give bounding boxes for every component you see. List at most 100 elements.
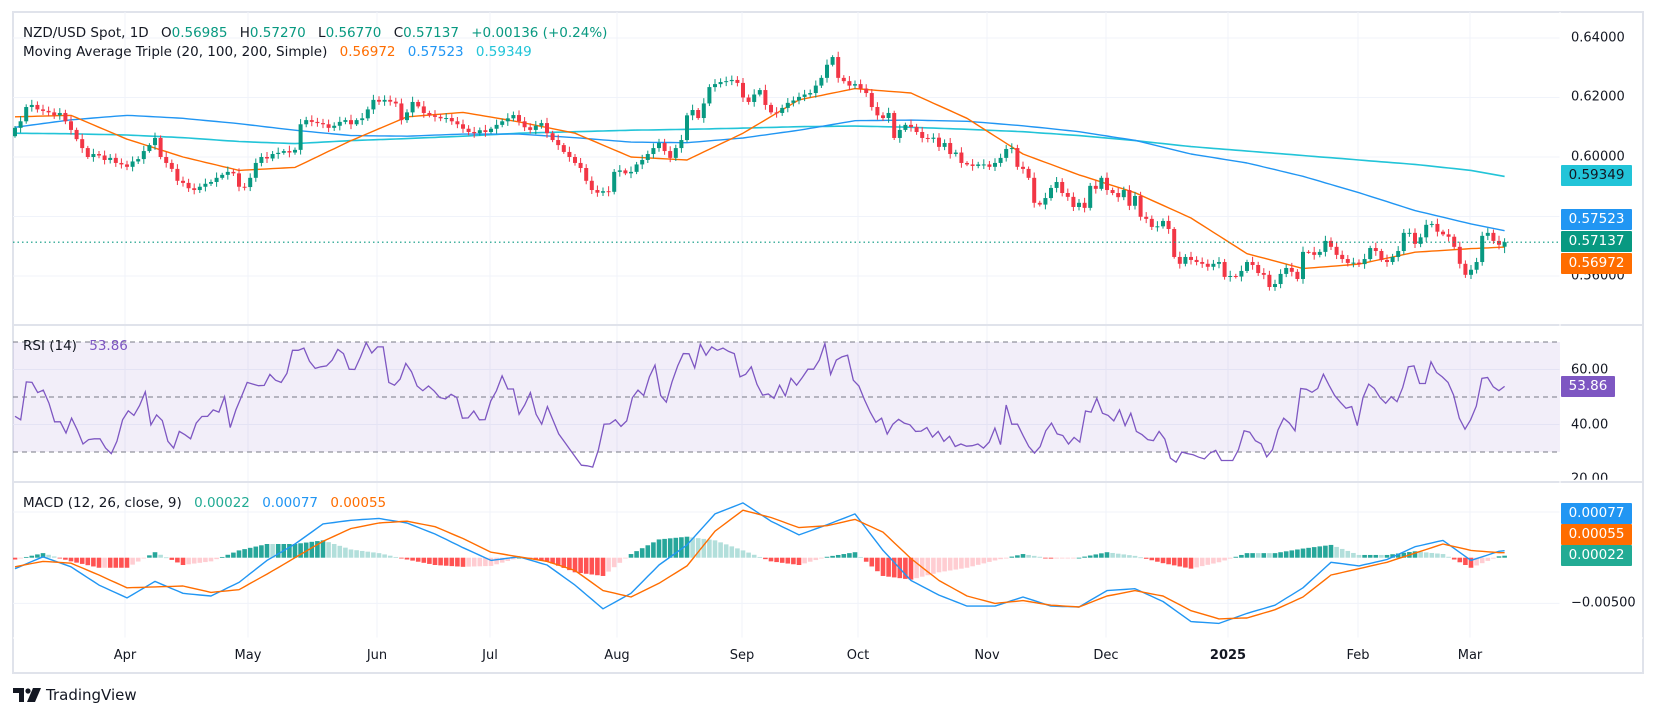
- macd-histogram-bar: [147, 555, 152, 558]
- ma200-price-tag: 0.59349: [1561, 165, 1632, 186]
- macd-histogram-bar: [1440, 554, 1446, 558]
- macd-histogram-bar: [1351, 552, 1356, 558]
- candle-body: [136, 159, 141, 162]
- macd-histogram-bar: [1362, 554, 1367, 558]
- candle-body: [1273, 284, 1277, 288]
- macd-histogram-bar: [1328, 544, 1334, 558]
- macd-histogram-bar: [947, 557, 953, 571]
- candle-body: [589, 180, 594, 191]
- candle-body: [1021, 166, 1025, 169]
- change-value: +0.00136 (+0.24%): [471, 25, 608, 41]
- macd-legend[interactable]: MACD (12, 26, close, 9) 0.00022 0.00077 …: [23, 494, 386, 512]
- rsi-legend[interactable]: RSI (14) 53.86: [23, 337, 128, 355]
- macd-histogram-bar: [757, 556, 763, 558]
- macd-histogram-bar: [1099, 553, 1104, 558]
- candle-body: [1429, 223, 1434, 225]
- macd-histogram-bar: [673, 537, 679, 558]
- macd-histogram-bar: [438, 557, 443, 566]
- candle-body: [1189, 256, 1193, 260]
- candle-body: [612, 171, 617, 192]
- candle-body: [1323, 240, 1328, 252]
- ma20-line: [14, 87, 1505, 270]
- macd-histogram-bar: [287, 544, 292, 558]
- macd-histogram-bar: [113, 557, 119, 568]
- macd-histogram-bar: [231, 552, 236, 558]
- candle-body: [214, 177, 219, 182]
- macd-histogram-bar: [1065, 557, 1071, 559]
- candle-body: [819, 77, 824, 86]
- candle-body: [763, 90, 768, 105]
- macd-histogram-bar: [903, 557, 908, 579]
- macd-histogram-bar: [1491, 557, 1496, 559]
- candle-body: [1368, 248, 1373, 260]
- macd-histogram-bar: [1244, 553, 1250, 558]
- macd-histogram-bar: [1211, 557, 1216, 564]
- candle-body: [1491, 232, 1496, 241]
- tradingview-logo-icon: [13, 688, 41, 702]
- candle-body: [1317, 251, 1322, 255]
- macd-histogram-bar: [1435, 553, 1440, 558]
- candle-body: [567, 151, 572, 157]
- macd-histogram-bar: [1283, 551, 1289, 558]
- macd-histogram-bar: [13, 557, 18, 560]
- macd-histogram-bar: [1194, 557, 1199, 568]
- candle-body: [276, 152, 281, 155]
- candle-body: [1172, 228, 1177, 257]
- candle-body: [382, 99, 387, 102]
- macd-histogram-bar: [1323, 545, 1328, 558]
- candle-body: [192, 188, 197, 191]
- macd-histogram-bar: [600, 557, 606, 576]
- ma-legend[interactable]: Moving Average Triple (20, 100, 200, Sim…: [23, 43, 532, 61]
- macd-histogram-bar: [1300, 548, 1306, 558]
- macd-histogram-bar: [410, 557, 415, 561]
- macd-histogram-bar: [337, 545, 343, 558]
- tradingview-logo[interactable]: TradingView: [13, 686, 137, 704]
- macd-histogram-bar: [1132, 555, 1138, 558]
- ma200-value: 0.59349: [475, 44, 532, 60]
- candle-body: [158, 137, 163, 157]
- candle-body: [825, 64, 829, 78]
- macd-histogram-bar: [466, 557, 471, 567]
- candle-body: [209, 181, 213, 184]
- macd-histogram-bar: [908, 557, 914, 580]
- signal-value-tag: 0.00055: [1561, 524, 1632, 545]
- candle-body: [864, 88, 869, 94]
- candle-body: [892, 112, 897, 138]
- macd-histogram-bar: [427, 557, 432, 564]
- macd-histogram-bar: [180, 557, 186, 566]
- macd-histogram-bar: [1037, 556, 1043, 558]
- macd-histogram-bar: [494, 557, 499, 565]
- macd-histogram-bar: [1048, 557, 1054, 559]
- candle-body: [556, 140, 561, 146]
- candle-body: [1138, 195, 1143, 217]
- candle-body: [1233, 276, 1238, 277]
- candle-body: [444, 118, 449, 120]
- candle-body: [265, 157, 269, 159]
- candle-body: [1329, 240, 1333, 247]
- candle-body: [1032, 177, 1037, 203]
- macd-histogram-bar: [298, 543, 303, 558]
- candle-body: [141, 151, 146, 160]
- macd-histogram-bar: [987, 557, 992, 562]
- candle-body: [164, 157, 169, 163]
- ma-title: Moving Average Triple (20, 100, 200, Sim…: [23, 44, 328, 60]
- macd-histogram-bar: [953, 557, 959, 570]
- macd-histogram-bar: [163, 557, 169, 559]
- rsi-tick: 60.00: [1571, 362, 1609, 378]
- macd-histogram-bar: [432, 557, 438, 566]
- candle-body: [1205, 263, 1210, 267]
- open-value: 0.56985: [171, 25, 228, 41]
- macd-histogram-bar: [1384, 554, 1390, 558]
- candle-body: [1149, 218, 1154, 227]
- macd-histogram-bar: [1502, 555, 1507, 558]
- candle-body: [343, 120, 348, 122]
- macd-histogram-bar: [942, 557, 947, 572]
- candle-body: [931, 137, 936, 139]
- macd-histogram-bar: [331, 544, 337, 558]
- macd-title: MACD (12, 26, close, 9): [23, 495, 182, 511]
- candle-body: [169, 162, 174, 169]
- macd-histogram-bar: [236, 550, 242, 558]
- candle-body: [1385, 259, 1389, 263]
- candle-body: [948, 143, 953, 155]
